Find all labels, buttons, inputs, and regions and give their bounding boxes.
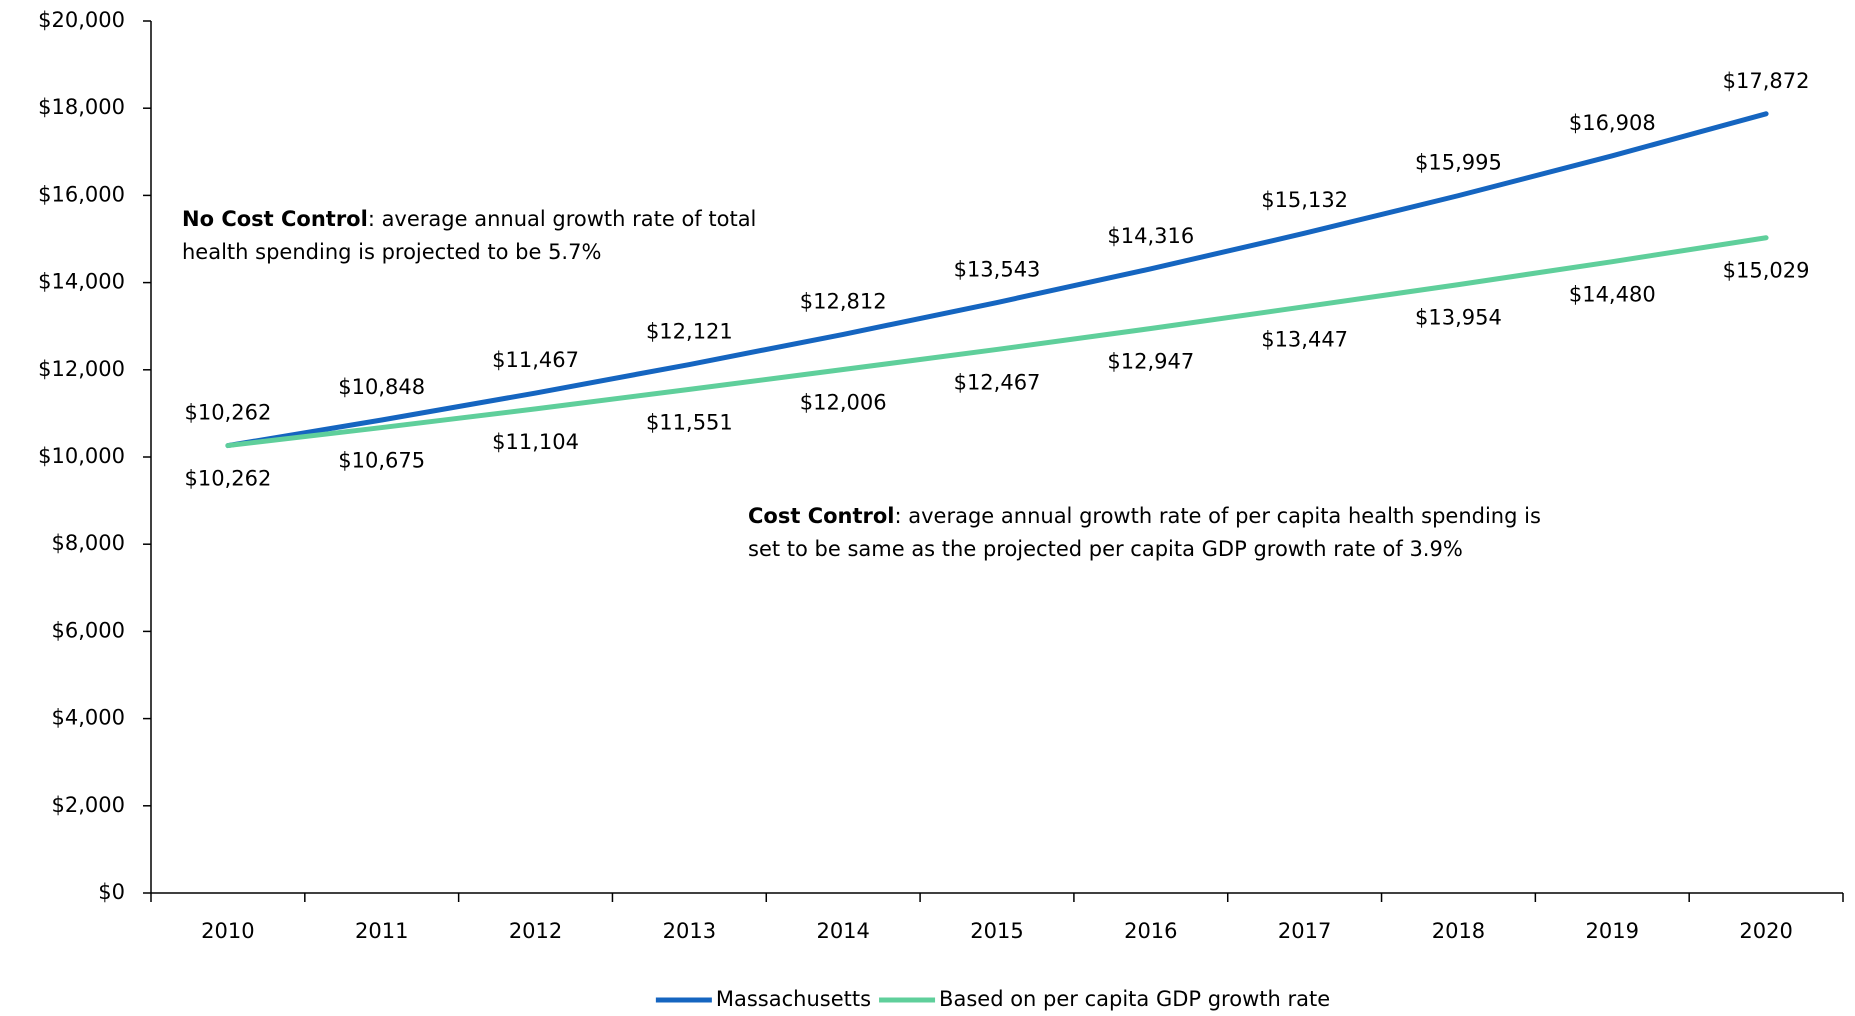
data-label: $11,551 [646, 410, 733, 434]
legend-label: Massachusetts [716, 987, 871, 1011]
data-label: $10,848 [338, 375, 425, 399]
data-label: $11,467 [492, 348, 579, 372]
x-tick-label: 2014 [816, 919, 869, 943]
x-tick-label: 2010 [201, 919, 254, 943]
y-tick-label: $6,000 [52, 618, 125, 642]
x-tick-label: 2018 [1432, 919, 1485, 943]
data-label: $12,947 [1107, 350, 1194, 374]
legend: Massachusetts Based on per capita GDP gro… [655, 987, 1330, 1011]
data-label: $13,447 [1261, 328, 1348, 352]
data-label: $12,006 [800, 391, 887, 415]
y-tick-label: $12,000 [38, 357, 125, 381]
annotation-text: set to be same as the projected per capi… [748, 537, 1463, 561]
x-tick-label: 2017 [1278, 919, 1331, 943]
y-tick-label: $4,000 [52, 706, 125, 730]
x-tick-label: 2020 [1739, 919, 1792, 943]
x-tick-label: 2015 [970, 919, 1023, 943]
data-label: $15,029 [1723, 259, 1810, 283]
data-label: $15,995 [1415, 151, 1502, 175]
series-line [225, 111, 1769, 449]
data-label: $13,543 [954, 258, 1041, 282]
data-label: $10,262 [184, 467, 271, 491]
data-label: $15,132 [1261, 188, 1348, 212]
data-label: $16,908 [1569, 111, 1656, 135]
legend-label: Based on per capita GDP growth rate [939, 987, 1330, 1011]
y-tick-label: $14,000 [38, 270, 125, 294]
data-label: $14,480 [1569, 283, 1656, 307]
data-label: $12,812 [800, 289, 887, 313]
data-label: $14,316 [1107, 224, 1194, 248]
data-label: $13,954 [1415, 306, 1502, 330]
annotation: Cost Control: average annual growth rate… [748, 504, 1541, 528]
annotation-text: : average annual growth rate of total [368, 207, 757, 231]
y-tick-label: $20,000 [38, 8, 125, 32]
data-label: $12,121 [646, 320, 733, 344]
data-label: $11,104 [492, 430, 579, 454]
annotation-text: : average annual growth rate of per capi… [895, 504, 1541, 528]
data-label: $10,675 [338, 449, 425, 473]
x-tick-label: 2013 [663, 919, 716, 943]
data-label: $17,872 [1723, 69, 1810, 93]
x-tick-label: 2019 [1586, 919, 1639, 943]
y-tick-label: $18,000 [38, 95, 125, 119]
y-tick-label: $8,000 [52, 531, 125, 555]
x-tick-label: 2011 [355, 919, 408, 943]
data-label: $10,262 [184, 401, 271, 425]
annotation-bold: No Cost Control [182, 207, 368, 231]
x-tick-label: 2016 [1124, 919, 1177, 943]
series-line [225, 235, 1769, 449]
y-tick-label: $0 [98, 880, 125, 904]
annotation: No Cost Control: average annual growth r… [182, 207, 756, 231]
x-tick-label: 2012 [509, 919, 562, 943]
y-tick-label: $2,000 [52, 793, 125, 817]
annotation-text: health spending is projected to be 5.7% [182, 240, 601, 264]
data-label: $12,467 [954, 370, 1041, 394]
annotation-bold: Cost Control [748, 504, 895, 528]
y-tick-label: $10,000 [38, 444, 125, 468]
y-tick-label: $16,000 [38, 182, 125, 206]
